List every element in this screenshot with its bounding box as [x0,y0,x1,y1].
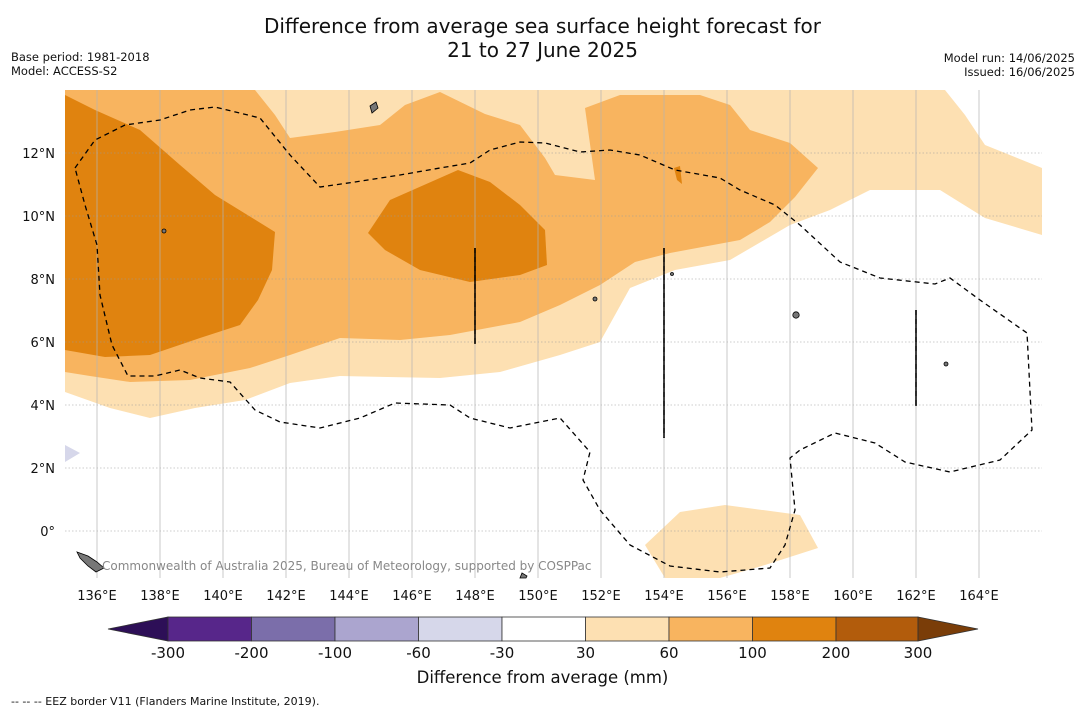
colorbar-segment [668,616,753,642]
colorbar-extend-high [917,616,979,642]
island-icon [369,101,379,114]
colorbar-tick-label: -100 [318,644,352,662]
colorbar-segment [418,616,503,642]
lon-label: 142°E [266,589,306,604]
lat-label: 4°N [31,399,56,414]
colorbar-segment [334,616,419,642]
islands [76,101,949,579]
colorbar-tick-label: 60 [659,644,678,662]
island-icon [943,361,949,367]
lat-label: 12°N [22,147,55,162]
meta-right: Model run: 14/06/2025 Issued: 16/06/2025 [943,51,1075,79]
island-icon [792,311,800,319]
lon-label: 138°E [140,589,180,604]
colorbar-segment [501,616,586,642]
lat-label: 6°N [31,336,56,351]
title-line-2: 21 to 27 June 2025 [447,38,638,62]
island-icon [519,572,528,579]
lon-label: 150°E [518,589,558,604]
meta-left: Base period: 1981-2018 Model: ACCESS-S2 [11,50,150,78]
eez-solid-segments [474,248,917,438]
colorbar-tick-label: 100 [738,644,767,662]
colorbar-segment [752,616,837,642]
colorbar-tick-label: -300 [151,644,185,662]
latitude-labels: 12°N 10°N 8°N 6°N 4°N 2°N 0° [22,147,55,540]
island-icon [76,551,105,573]
colorbar-tick-label: 200 [822,644,851,662]
colorbar-segment [251,616,336,642]
colorbar-tick-label: 30 [576,644,595,662]
map-title: Difference from average sea surface heig… [0,14,1085,62]
lat-label: 10°N [22,210,55,225]
negative-patch [65,445,80,462]
lat-label: 2°N [31,462,56,477]
contour-100-200-west [65,95,275,357]
base-period-text: Base period: 1981-2018 [11,50,150,64]
island-icon [161,228,167,234]
island-icon [670,272,674,276]
colorbar-title: Difference from average (mm) [416,668,669,687]
colorbar-labels: -300 -200 -100 -60 -30 30 60 100 200 300 [151,644,932,662]
eez-legend-footer: -- -- -- EEZ border V11 (Flanders Marine… [11,695,320,708]
colorbar [107,616,979,642]
copyright-text: Commonwealth of Australia 2025, Bureau o… [102,559,592,573]
issued-text: Issued: 16/06/2025 [964,64,1075,79]
colorbar-tick-label: 300 [904,644,933,662]
model-run-text: Model run: 14/06/2025 [943,51,1075,65]
anomaly-field [65,90,1042,578]
colorbar-segment [585,616,670,642]
contour-30-60-south [645,505,818,578]
colorbar-segment [835,616,919,642]
lon-label: 148°E [455,589,495,604]
lon-label: 158°E [770,589,810,604]
lon-label: 144°E [329,589,369,604]
colorbar-tick-label: -30 [490,644,515,662]
lon-label: 162°E [896,589,936,604]
island-icon [592,296,598,302]
colorbar-extend-low [107,616,169,642]
contour-100-200-central [368,170,547,282]
title-line-1: Difference from average sea surface heig… [263,14,822,38]
colorbar-segment [167,616,252,642]
lon-label: 136°E [77,589,117,604]
longitude-labels: 136°E 138°E 140°E 142°E 144°E 146°E 148°… [77,589,999,604]
lon-label: 156°E [707,589,747,604]
lon-label: 154°E [644,589,684,604]
lon-label: 164°E [959,589,999,604]
lon-label: 160°E [833,589,873,604]
lat-label: 0° [40,525,55,540]
lon-label: 152°E [581,589,621,604]
lon-label: 140°E [203,589,243,604]
colorbar-tick-label: -60 [406,644,431,662]
lon-label: 146°E [392,589,432,604]
colorbar-tick-label: -200 [234,644,268,662]
lat-label: 8°N [31,273,56,288]
model-text: Model: ACCESS-S2 [11,63,118,78]
